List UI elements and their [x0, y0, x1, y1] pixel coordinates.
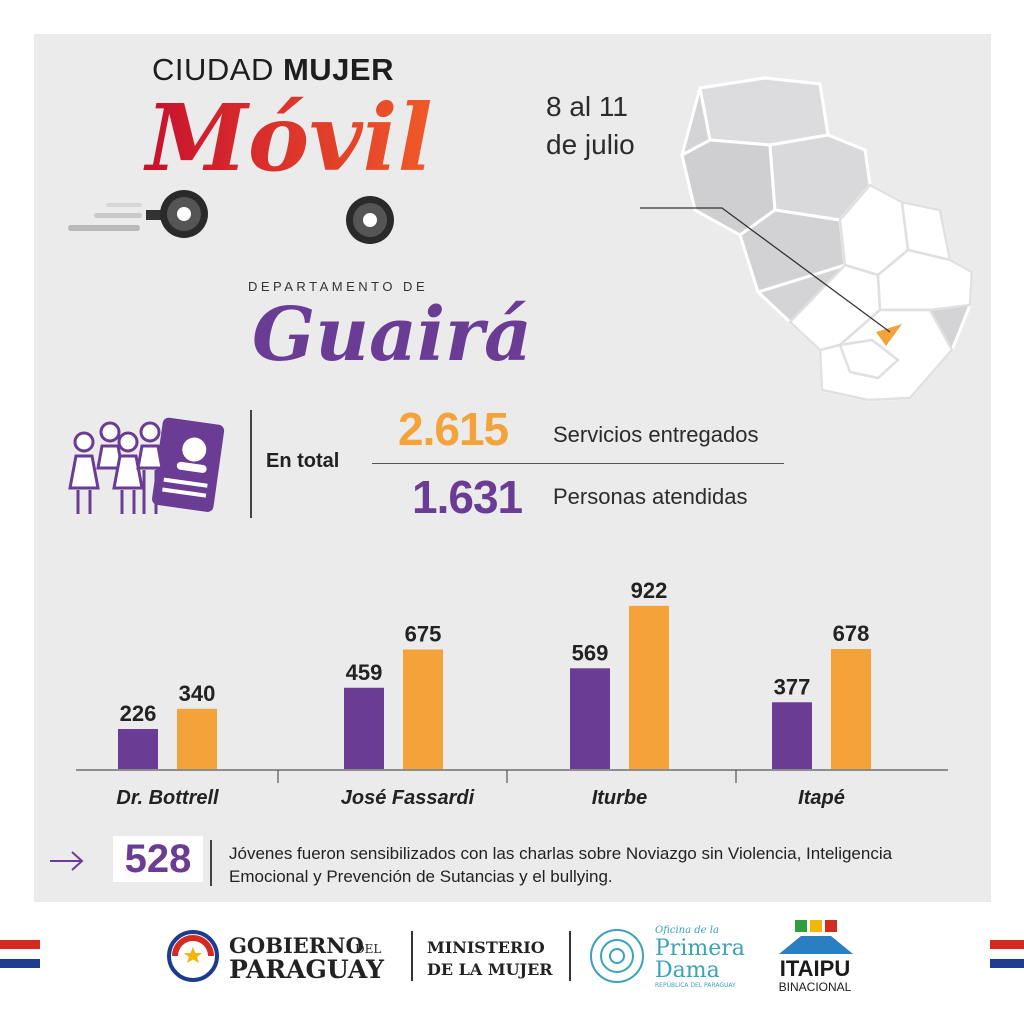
flag-stripes-left	[0, 940, 40, 968]
ministerio-line2: DE LA MUJER	[427, 960, 553, 979]
people-value: 1.631	[412, 471, 523, 523]
itaipu-line1: ITAIPU	[780, 956, 850, 981]
movil-script-title: Móvil	[143, 84, 433, 192]
gobierno-line2: PARAGUAY	[229, 955, 385, 984]
gobierno-del: DEL	[355, 942, 381, 956]
bar-value-label: 340	[179, 681, 216, 706]
bar-1-2	[344, 687, 384, 769]
category-label: José Fassardi	[341, 787, 475, 809]
ministerio-line1: MINISTERIO	[427, 938, 545, 957]
bar-value-label: 226	[120, 701, 157, 726]
itaipu-line2: BINACIONAL	[779, 980, 852, 994]
bar-value-label: 922	[631, 578, 668, 603]
bar-value-label: 675	[405, 622, 442, 647]
pd-line3: Dama	[655, 958, 720, 983]
department-name: Guairá	[252, 292, 532, 378]
category-label: Dr. Bottrell	[116, 787, 219, 809]
paraguay-map-icon	[640, 76, 974, 402]
bar-2-4	[831, 648, 871, 769]
pd-line4: REPÚBLICA DEL PARAGUAY	[655, 982, 736, 989]
program-title-part2: MUJER	[282, 52, 394, 87]
bar-value-label: 569	[572, 640, 609, 665]
youth-count: 528	[113, 836, 203, 882]
primera-dama-logo: Oficina de la Primera Dama REPÚBLICA DEL…	[590, 925, 745, 989]
totals-label: En total	[266, 450, 340, 472]
category-label: Iturbe	[592, 787, 648, 809]
flag-stripes-right	[990, 940, 1024, 968]
bar-value-label: 678	[833, 621, 870, 646]
totals-divider	[250, 410, 252, 518]
bar-1-4	[772, 702, 812, 769]
people-label: Personas atendidas	[553, 484, 748, 509]
youth-divider	[210, 840, 212, 886]
program-title-part1: CIUDAD	[152, 52, 274, 87]
pd-line2: Primera	[655, 936, 745, 961]
gobierno-ministerio-logo: GOBIERNO DEL PARAGUAY MINISTERIO DE LA M…	[167, 930, 571, 984]
bar-2-3	[629, 605, 669, 769]
gobierno-line1: GOBIERNO	[229, 933, 364, 958]
arrow-right-icon	[50, 851, 84, 871]
bar-chart: 226 340 Dr. Bottrell 459 675 José Fassardi 569…	[76, 578, 948, 809]
category-label: Itapé	[798, 787, 845, 809]
bar-1-1	[118, 728, 158, 769]
bar-2-2	[403, 649, 443, 769]
bar-2-1	[177, 708, 217, 769]
services-value: 2.615	[398, 403, 509, 455]
bar-value-label: 377	[774, 674, 811, 699]
pd-line1: Oficina de la	[655, 925, 719, 936]
movil-text: Móvil	[143, 84, 433, 192]
people-id-card-icon	[68, 417, 225, 514]
totals-separator	[372, 463, 784, 464]
truck-wheels-icon	[68, 190, 394, 244]
bar-1-3	[570, 668, 610, 769]
itaipu-logo: ITAIPU BINACIONAL	[779, 920, 853, 994]
department-label: DEPARTAMENTO DE	[248, 279, 429, 294]
services-label: Servicios entregados	[553, 422, 759, 447]
program-title: CIUDAD MUJER	[152, 52, 394, 88]
bar-value-label: 459	[346, 660, 383, 685]
event-dates: 8 al 11 de julio	[546, 91, 635, 160]
youth-description: Jóvenes fueron sensibilizados con las ch…	[229, 844, 893, 886]
